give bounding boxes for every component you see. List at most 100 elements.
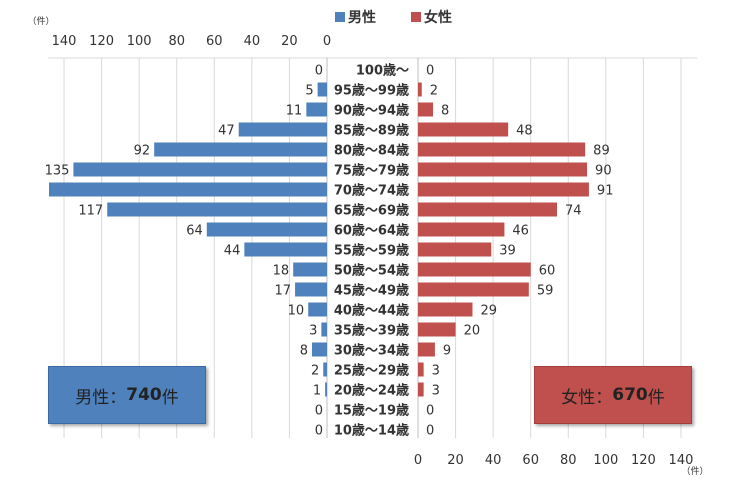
female-axis-tick-label: 0 (414, 453, 422, 468)
female-bar (418, 262, 531, 277)
female-value-label: 2 (430, 84, 438, 99)
female-axis-tick-label: 40 (485, 453, 502, 468)
male-value-label: 11 (286, 104, 303, 119)
female-value-label: 0 (426, 404, 434, 419)
male-value-label: 2 (311, 364, 319, 379)
female-total-value: 670 (612, 385, 648, 405)
male-axis-tick-label: 0 (323, 34, 331, 49)
female-value-label: 74 (565, 204, 582, 219)
male-value-label: 1 (313, 384, 321, 399)
age-label: 95歳〜99歳 (334, 83, 409, 99)
female-value-label: 46 (512, 224, 529, 239)
female-bar (418, 202, 557, 217)
male-value-label: 5 (305, 84, 313, 99)
female-axis-tick-label: 80 (560, 453, 577, 468)
female-value-label: 0 (426, 64, 434, 79)
female-value-label: 20 (464, 324, 481, 339)
male-value-label: 8 (300, 344, 308, 359)
female-value-label: 3 (432, 364, 440, 379)
legend-male-label: 男性 (348, 9, 376, 26)
male-bar (306, 102, 327, 117)
age-label: 60歳〜64歳 (334, 223, 409, 239)
female-bar (418, 322, 456, 337)
male-bar (238, 122, 327, 137)
male-value-label: 0 (315, 424, 323, 439)
male-bar (293, 262, 327, 277)
legend-female-label: 女性 (424, 9, 452, 26)
male-bar (311, 342, 327, 357)
male-value-label: 3 (309, 324, 317, 339)
female-value-label: 89 (593, 144, 610, 159)
male-value-label: 135 (45, 164, 70, 179)
age-label: 100歳〜 (356, 63, 409, 79)
male-total-unit: 件 (161, 387, 179, 408)
legend-male-swatch (335, 12, 345, 22)
male-bar (295, 282, 327, 297)
male-bar (107, 202, 327, 217)
male-axis-tick-label: 20 (281, 34, 298, 49)
legend-female-swatch (411, 12, 421, 22)
age-label: 15歳〜19歳 (334, 403, 409, 419)
legend: 男性 女性 (335, 9, 452, 26)
female-bar (418, 182, 589, 197)
male-total-value: 740 (126, 385, 162, 405)
age-label: 85歳〜89歳 (334, 123, 409, 139)
age-label: 65歳〜69歳 (334, 203, 409, 219)
male-axis-tick-label: 60 (206, 34, 223, 49)
female-value-label: 29 (480, 304, 497, 319)
female-bar (418, 122, 509, 137)
male-value-label: 44 (224, 244, 241, 259)
male-axis-unit: （件） (27, 15, 54, 27)
female-bar (418, 162, 588, 177)
male-value-label: 17 (275, 284, 292, 299)
male-value-label: 117 (78, 204, 103, 219)
female-axis: 0 20 40 60 80 100 120 140（件） (414, 453, 709, 477)
age-label: 75歳〜79歳 (334, 163, 409, 179)
age-label: 70歳〜74歳 (334, 183, 409, 199)
female-bar (418, 222, 505, 237)
male-total-label: 男性： (75, 387, 127, 408)
female-bar (418, 82, 422, 97)
female-value-label: 0 (426, 424, 434, 439)
female-axis-tick-label: 20 (447, 453, 464, 468)
female-value-label: 90 (595, 164, 612, 179)
age-label: 80歳〜84歳 (334, 143, 409, 159)
male-bar (244, 242, 327, 257)
female-bar (418, 142, 586, 157)
male-axis-tick-label: 120 (89, 34, 114, 49)
male-bar (317, 82, 327, 97)
age-label: 90歳〜94歳 (334, 103, 409, 119)
female-bar (418, 282, 529, 297)
female-axis-unit: （件） (681, 465, 708, 477)
age-label: 30歳〜34歳 (334, 343, 409, 359)
female-value-label: 48 (516, 124, 533, 139)
female-value-label: 39 (499, 244, 516, 259)
male-value-label: 18 (273, 264, 290, 279)
female-value-label: 91 (597, 184, 614, 199)
male-bar (321, 322, 327, 337)
female-value-label: 8 (441, 104, 449, 119)
male-axis-tick-label: 140 (52, 34, 77, 49)
age-label: 25歳〜29歳 (334, 363, 409, 379)
female-axis-tick-label: 60 (522, 453, 539, 468)
male-bar (308, 302, 327, 317)
male-bar (206, 222, 327, 237)
male-value-label: 0 (315, 64, 323, 79)
female-axis-tick-label: 120 (631, 453, 656, 468)
male-axis-tick-label: 100 (127, 34, 152, 49)
male-total-box: 男性： 740 件 (48, 366, 206, 424)
female-value-label: 59 (537, 284, 554, 299)
male-value-label: 0 (315, 404, 323, 419)
female-bar (418, 242, 492, 257)
male-value-label: 92 (134, 144, 151, 159)
female-value-label: 60 (539, 264, 556, 279)
male-value-label: 64 (186, 224, 203, 239)
female-total-box: 女性： 670 件 (534, 366, 692, 424)
male-bar (49, 182, 327, 197)
female-bar (418, 382, 424, 397)
male-axis-tick-label: 40 (244, 34, 261, 49)
female-value-label: 9 (443, 344, 451, 359)
